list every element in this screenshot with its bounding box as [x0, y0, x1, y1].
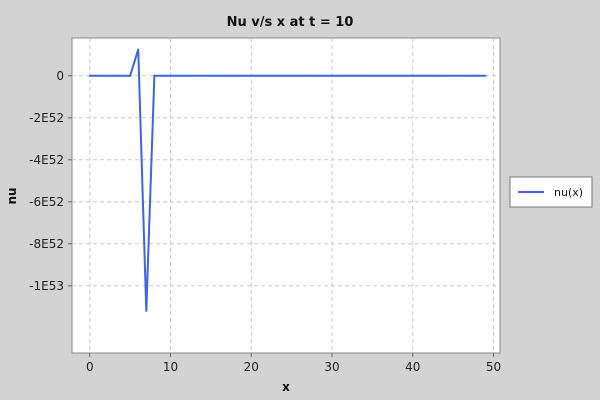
y-tick-label: 0 — [56, 69, 64, 83]
data-point — [339, 74, 342, 77]
x-tick-label: 20 — [244, 360, 259, 374]
series-layer — [88, 48, 487, 312]
data-point — [121, 74, 123, 77]
y-tick-label: -4E52 — [29, 153, 64, 167]
data-point — [274, 74, 277, 77]
data-point — [161, 74, 164, 77]
series-line-nu — [89, 49, 486, 312]
data-point — [314, 74, 317, 77]
data-point — [460, 74, 463, 77]
x-tick-label: 10 — [163, 360, 178, 374]
data-point — [96, 74, 99, 77]
y-axis-label: nu — [5, 187, 19, 204]
data-point — [209, 74, 212, 77]
data-point — [331, 74, 333, 77]
x-tick-label: 0 — [86, 360, 94, 374]
data-point — [153, 74, 156, 77]
data-point — [105, 74, 107, 77]
data-point — [403, 74, 406, 77]
data-point — [258, 74, 261, 77]
data-point — [113, 74, 115, 77]
data-point — [266, 74, 269, 77]
data-point — [387, 74, 390, 77]
data-point — [395, 74, 398, 77]
data-point — [484, 74, 487, 77]
data-point — [177, 74, 180, 77]
data-point — [452, 74, 455, 77]
x-axis-label: x — [282, 380, 290, 394]
y-tick-label: -6E52 — [29, 195, 64, 209]
data-point — [298, 74, 301, 77]
data-point — [218, 74, 220, 77]
data-point — [185, 74, 188, 77]
data-point — [226, 74, 228, 77]
data-point — [347, 74, 350, 77]
data-point — [355, 74, 358, 77]
x-tick-label: 40 — [405, 360, 420, 374]
data-point — [323, 74, 325, 77]
data-point — [169, 74, 172, 77]
data-point — [411, 74, 414, 77]
x-tick-label: 50 — [486, 360, 501, 374]
data-point — [250, 74, 253, 77]
data-point — [428, 74, 430, 77]
data-point — [444, 74, 446, 77]
data-point — [436, 74, 438, 77]
axis-ticks: 0 10 20 30 40 50 0 -2E52 -4E52 -6E52 -8E52 -1E53 — [29, 69, 501, 374]
data-point — [419, 74, 422, 77]
data-point — [371, 74, 374, 77]
y-tick-label: -1E53 — [29, 279, 64, 293]
x-tick-label: 30 — [324, 360, 339, 374]
data-point — [290, 74, 293, 77]
plot-area — [71, 37, 501, 354]
legend-entry-label: nu(x) — [554, 186, 583, 199]
data-point — [193, 74, 196, 77]
data-point — [468, 74, 471, 77]
data-point — [234, 74, 237, 77]
data-point — [379, 74, 382, 77]
data-point — [476, 74, 479, 77]
data-point — [306, 74, 309, 77]
chart-title: Nu v/s x at t = 10 — [227, 15, 354, 30]
data-point — [201, 74, 204, 77]
data-point — [282, 74, 285, 77]
data-point — [88, 74, 91, 77]
data-point — [145, 310, 148, 312]
data-point — [129, 74, 132, 77]
data-point — [363, 74, 366, 77]
y-tick-label: -2E52 — [29, 111, 64, 125]
y-tick-label: -8E52 — [29, 237, 64, 251]
data-point — [137, 48, 140, 51]
data-point — [242, 74, 245, 77]
legend: nu(x) — [509, 176, 593, 208]
